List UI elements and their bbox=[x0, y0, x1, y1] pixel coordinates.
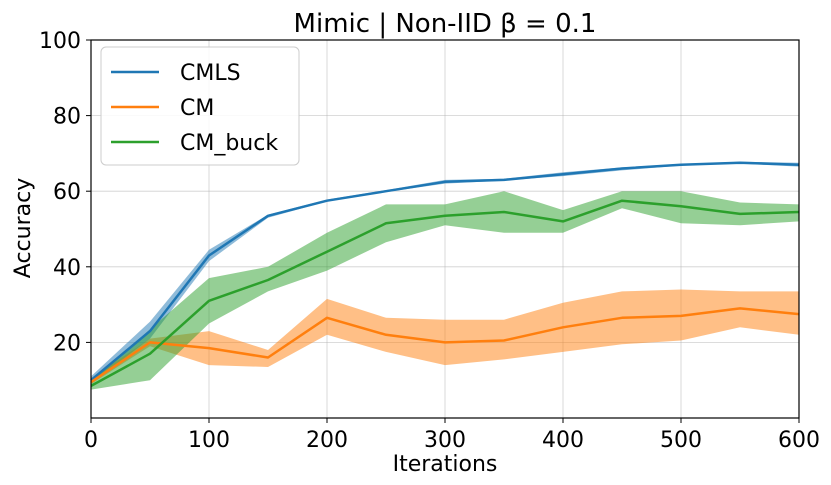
y-axis-label: Accuracy bbox=[11, 178, 36, 278]
legend-label-2: CM_buck bbox=[180, 131, 278, 156]
x-tick-label-5: 500 bbox=[660, 428, 702, 453]
plot-area: 0 100 200 300 400 500 600 20 40 60 80 100 CMLS CM CM_b… bbox=[39, 29, 820, 453]
series-line-0 bbox=[90, 161, 800, 382]
series-line-1 bbox=[90, 307, 800, 384]
y-tick-label-2: 60 bbox=[53, 180, 81, 205]
y-tick-label-1: 40 bbox=[53, 256, 81, 281]
series-band-1 bbox=[91, 289, 799, 384]
legend-box bbox=[100, 46, 300, 166]
x-tick-label-6: 600 bbox=[778, 428, 820, 453]
legend-label-1: CM bbox=[180, 96, 214, 121]
x-tick-label-2: 200 bbox=[306, 428, 348, 453]
y-tick-label-4: 100 bbox=[39, 29, 81, 54]
y-tick-label-3: 80 bbox=[53, 105, 81, 130]
chart-title: Mimic | Non-IID β = 0.1 bbox=[294, 9, 597, 39]
x-tick-label-3: 300 bbox=[424, 428, 466, 453]
y-tick-label-0: 20 bbox=[53, 331, 81, 356]
legend-label-0: CMLS bbox=[180, 61, 241, 86]
x-tick-label-0: 0 bbox=[84, 428, 98, 453]
series-line-2 bbox=[90, 199, 800, 387]
x-axis-label: Iterations bbox=[393, 452, 498, 477]
x-tick-label-4: 400 bbox=[542, 428, 584, 453]
series-band-2 bbox=[91, 191, 799, 390]
x-tick-label-1: 100 bbox=[188, 428, 230, 453]
